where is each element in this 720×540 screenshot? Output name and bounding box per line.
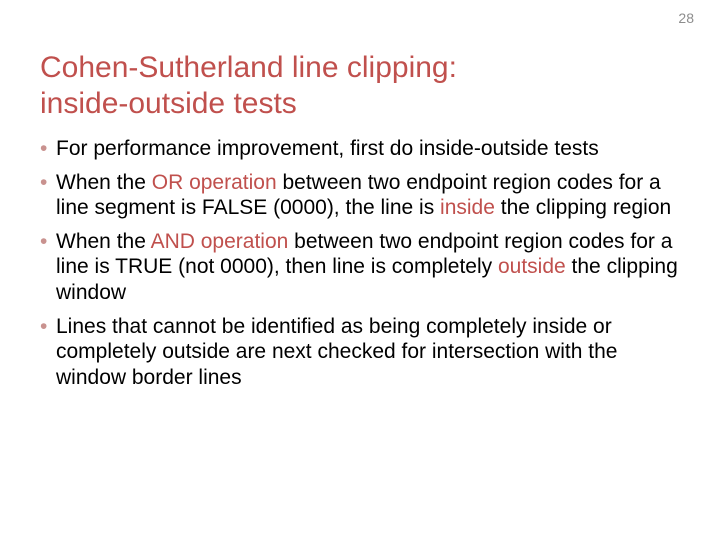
bullet-list: For performance improvement, first do in… bbox=[40, 136, 680, 390]
bullet-text: the clipping region bbox=[495, 196, 671, 219]
highlight-text: outside bbox=[498, 255, 566, 278]
bullet-item: When the AND operation between two endpo… bbox=[40, 229, 680, 306]
bullet-item: When the OR operation between two endpoi… bbox=[40, 170, 680, 221]
bullet-item: For performance improvement, first do in… bbox=[40, 136, 680, 162]
bullet-text: For performance improvement, first do in… bbox=[56, 137, 599, 160]
slide: 28 Cohen-Sutherland line clipping: insid… bbox=[0, 0, 720, 540]
bullet-text: Lines that cannot be identified as being… bbox=[56, 315, 617, 389]
bullet-text: When the bbox=[56, 171, 152, 194]
highlight-text: inside bbox=[440, 196, 495, 219]
highlight-text: AND operation bbox=[151, 230, 289, 253]
highlight-text: OR operation bbox=[152, 171, 277, 194]
bullet-item: Lines that cannot be identified as being… bbox=[40, 314, 680, 391]
slide-title: Cohen-Sutherland line clipping: inside-o… bbox=[40, 50, 680, 122]
bullet-text: When the bbox=[56, 230, 151, 253]
title-line-1: Cohen-Sutherland line clipping: bbox=[40, 51, 457, 84]
page-number: 28 bbox=[678, 10, 694, 26]
title-line-2: inside-outside tests bbox=[40, 87, 297, 120]
